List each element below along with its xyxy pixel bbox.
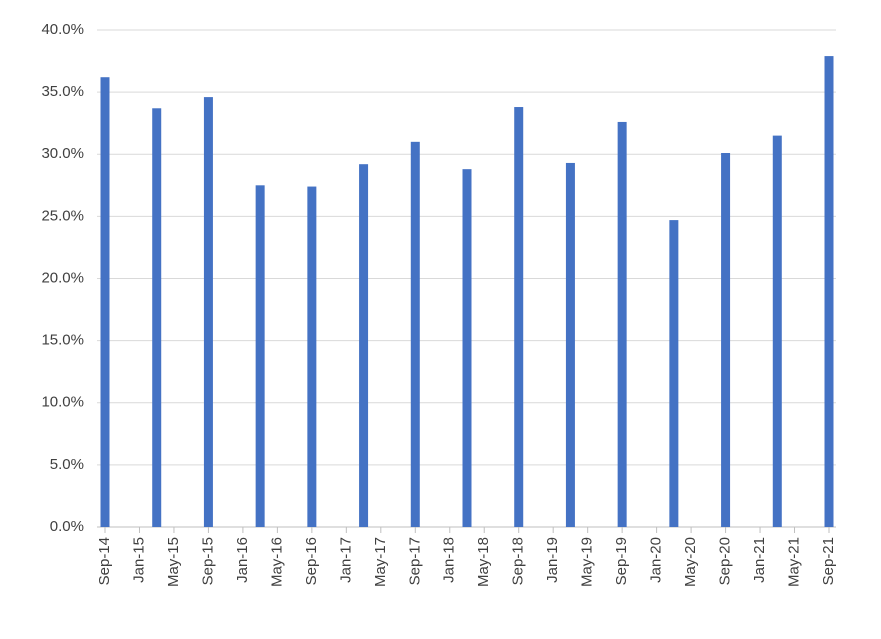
y-tick-label: 40.0% <box>41 21 84 38</box>
y-tick-label: 0.0% <box>50 518 84 535</box>
bar <box>152 108 162 527</box>
x-tick-label: Sep-17 <box>406 537 423 585</box>
y-tick-label: 5.0% <box>50 456 84 473</box>
x-tick-label: Sep-18 <box>510 537 527 585</box>
x-tick-label: Sep-16 <box>303 537 320 585</box>
x-tick-label: Jan-16 <box>234 537 251 583</box>
bar <box>203 97 213 527</box>
bar <box>669 220 679 528</box>
x-tick-label: Jan-18 <box>441 537 458 583</box>
x-tick-label: May-20 <box>682 537 699 587</box>
x-tick-label: Jan-15 <box>130 537 147 583</box>
x-tick-label: Sep-19 <box>613 537 630 585</box>
x-tick-label: Jan-19 <box>544 537 561 583</box>
x-tick-label: May-17 <box>372 537 389 587</box>
bar <box>565 162 575 527</box>
y-tick-label: 15.0% <box>41 332 84 349</box>
x-tick-label: May-16 <box>268 537 285 587</box>
x-tick-label: Jan-21 <box>751 537 768 583</box>
x-tick-label: May-19 <box>579 537 596 587</box>
bar <box>462 169 472 527</box>
x-tick-label: May-21 <box>785 537 802 587</box>
bar <box>100 77 110 527</box>
bar <box>307 186 317 527</box>
x-tick-label: May-18 <box>475 537 492 587</box>
bar <box>255 185 265 527</box>
bar <box>359 164 369 527</box>
x-tick-label: Sep-15 <box>199 537 216 585</box>
bar <box>824 56 834 527</box>
x-tick-label: Sep-20 <box>717 537 734 585</box>
x-tick-label: Sep-21 <box>820 537 837 585</box>
bar <box>772 135 782 528</box>
y-tick-label: 35.0% <box>41 83 84 100</box>
bar <box>514 107 524 527</box>
x-tick-label: May-15 <box>165 537 182 587</box>
y-tick-label: 20.0% <box>41 269 84 286</box>
bar <box>721 153 731 527</box>
y-tick-label: 30.0% <box>41 145 84 162</box>
y-tick-label: 10.0% <box>41 394 84 411</box>
bar <box>617 121 627 527</box>
x-tick-label: Jan-20 <box>648 537 665 583</box>
bar <box>410 141 420 527</box>
x-tick-label: Jan-17 <box>337 537 354 583</box>
y-tick-label: 25.0% <box>41 207 84 224</box>
x-tick-label: Sep-14 <box>96 537 113 585</box>
